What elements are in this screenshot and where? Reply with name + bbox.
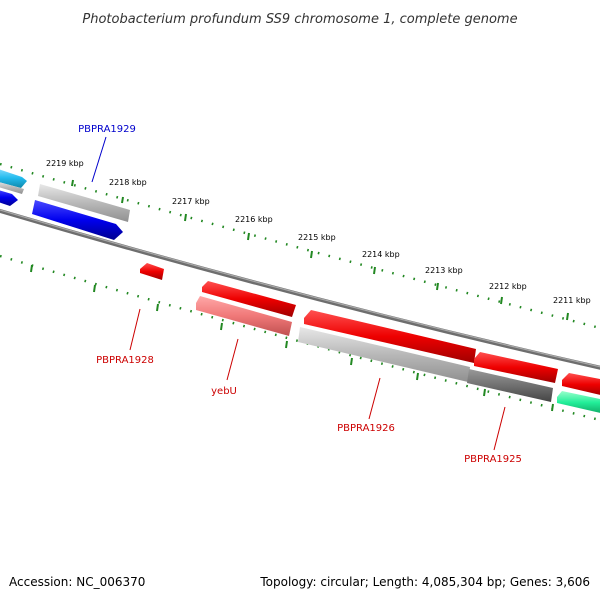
blue-gene-arrow-left[interactable] [0,189,18,206]
footer-summary: Topology: circular; Length: 4,085,304 bp… [259,575,590,589]
gene-label-yebu[interactable]: yebU [211,386,237,397]
scale-tick-2215 [310,250,313,259]
gene-label-pbpra1925[interactable]: PBPRA1925 [464,454,522,465]
scale-ticks-outer [71,179,569,321]
gene-label-pbpra1928[interactable]: PBPRA1928 [96,355,154,366]
scale-tick-inner-4 [220,322,223,331]
scale-tick-inner-8 [483,388,486,397]
scale-tick-inner-7 [416,372,419,381]
scale-tick-inner-2 [93,284,96,293]
scale-tick-2212 [500,296,503,305]
reverse-strand-features [140,263,600,414]
scale-label-2214: 2214 kbp [362,250,400,259]
red-gene-arrow-3[interactable] [304,310,476,363]
scale-label-2211: 2211 kbp [553,296,591,305]
scale-tick-inner-3 [156,303,159,312]
scale-dots-outer [0,162,600,330]
scale-labels: 2219 kbp 2218 kbp 2217 kbp 2216 kbp 2215… [46,159,591,305]
green-gene-arrow[interactable] [557,391,600,414]
footer-accession: Accession: NC_006370 [9,575,145,589]
chromosome-backbone [0,208,600,370]
scale-tick-2219 [71,179,74,187]
gene-leader-lines [91,136,506,451]
leader-pbpra1926 [368,377,381,420]
chromosome-backbone-highlight [0,209,600,368]
scale-label-2215: 2215 kbp [298,233,336,242]
scale-label-2216: 2216 kbp [235,215,273,224]
forward-strand-features [0,168,130,240]
leader-yebu [226,338,239,381]
scale-label-2213: 2213 kbp [425,266,463,275]
dark-grey-feature[interactable] [467,369,553,402]
scale-tick-2218 [121,196,124,204]
red-gene-arrow-small[interactable] [140,263,164,280]
scale-label-2217: 2217 kbp [172,197,210,206]
scale-label-2212: 2212 kbp [489,282,527,291]
blue-gene-arrow[interactable] [32,200,123,240]
pale-red-gene-arrow[interactable] [196,296,292,336]
leader-pbpra1929 [91,136,107,183]
grey-feature-reverse[interactable] [298,327,470,382]
gene-label-pbpra1926[interactable]: PBPRA1926 [337,423,395,434]
scale-ticks-inner [30,264,554,412]
scale-tick-2211 [566,312,569,321]
scale-tick-inner-6 [350,357,353,366]
scale-label-2218: 2218 kbp [109,178,147,187]
map-title: Photobacterium profundum SS9 chromosome … [82,12,517,27]
scale-tick-inner-1 [30,264,33,273]
cyan-gene-arrow[interactable] [0,168,27,188]
scale-tick-2217 [184,213,187,222]
red-gene-arrow-2[interactable] [202,281,296,317]
red-gene-arrow-4[interactable] [474,352,558,383]
gene-labels: PBPRA1929 PBPRA1928 yebU PBPRA1926 PBPRA… [78,124,522,465]
scale-tick-2213 [436,282,439,291]
scale-label-2219: 2219 kbp [46,159,84,168]
leader-pbpra1928 [129,308,141,351]
leader-pbpra1925 [493,406,506,451]
grey-feature-forward[interactable] [38,184,130,222]
scale-tick-inner-9 [551,403,554,412]
scale-tick-2214 [373,266,376,275]
scale-tick-inner-5 [285,340,288,349]
scale-tick-2216 [247,232,250,241]
red-gene-arrow-right[interactable] [562,373,600,396]
gene-label-pbpra1929[interactable]: PBPRA1929 [78,124,136,135]
grey-feature-forward-left[interactable] [0,181,24,194]
